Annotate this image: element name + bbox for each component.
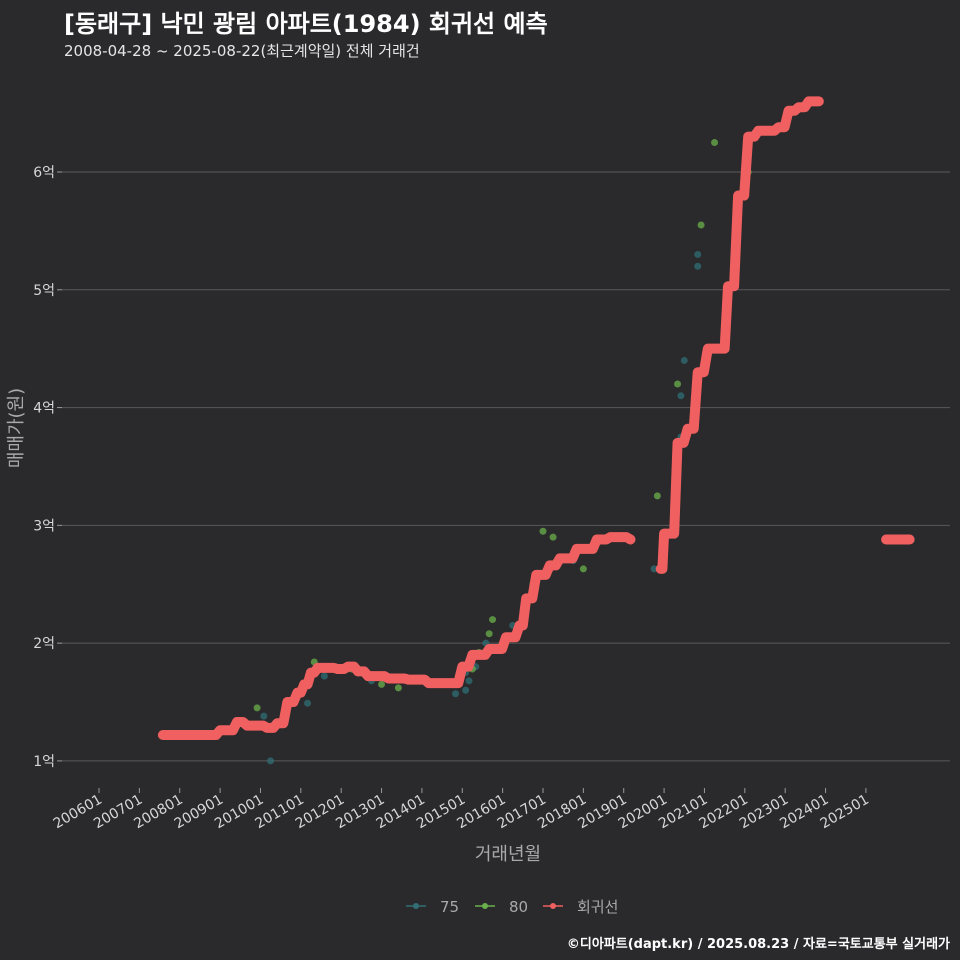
regression-segment: [157, 532, 636, 740]
data-point-75: [650, 565, 658, 573]
y-tick-label: 2억: [33, 636, 55, 652]
data-point-80: [394, 684, 402, 692]
legend-label: 회귀선: [577, 898, 618, 916]
data-point-80: [711, 139, 719, 147]
chart-title: [동래구] 낙민 광림 아파트(1984) 회귀선 예측: [64, 10, 548, 38]
legend-key-point: [550, 903, 556, 909]
y-axis: 1억 2억 3억 4억 5억 6억: [33, 165, 62, 770]
legend: 75 80 회귀선: [406, 898, 618, 916]
data-point-75: [694, 262, 702, 270]
data-point-80: [485, 630, 493, 638]
regression-line: [157, 96, 915, 740]
data-point-75: [260, 712, 268, 720]
data-point-80: [378, 680, 386, 688]
data-point-75: [320, 672, 328, 680]
data-point-80: [653, 492, 661, 500]
data-point-80: [539, 527, 547, 535]
data-point-75: [462, 686, 470, 694]
grid-lines: [62, 171, 950, 762]
data-point-80: [579, 565, 587, 573]
y-tick-label: 5억: [33, 283, 55, 299]
regression-segment: [655, 96, 824, 574]
data-point-75: [677, 392, 685, 400]
data-point-80: [489, 616, 497, 624]
x-axis: 2006012007012008012009012010012011012012…: [51, 788, 872, 832]
data-point-75: [465, 677, 473, 685]
data-point-80: [253, 704, 261, 712]
y-axis-title: 매매가(원): [6, 388, 27, 468]
data-point-80: [549, 533, 557, 541]
data-point-75: [680, 356, 688, 364]
y-tick-label: 4억: [33, 401, 55, 417]
legend-label: 80: [509, 898, 528, 916]
chart-subtitle: 2008-04-28 ~ 2025-08-22(최근계약일) 전체 거래건: [64, 42, 420, 60]
data-point-75: [452, 690, 460, 698]
x-axis-title: 거래년월: [475, 844, 541, 865]
y-tick-label: 1억: [33, 754, 55, 770]
y-tick-label: 6억: [33, 165, 55, 181]
data-point-80: [674, 380, 682, 388]
data-point-75: [694, 250, 702, 258]
data-point-80: [697, 221, 705, 229]
y-tick-label: 3억: [33, 518, 55, 534]
data-point-75: [267, 757, 275, 765]
legend-label: 75: [440, 898, 459, 916]
legend-key-point: [413, 903, 419, 909]
legend-key-point: [482, 903, 488, 909]
data-point-75: [304, 699, 312, 707]
source-credit: ©디아파트(dapt.kr) / 2025.08.23 / 자료=국토교통부 실…: [566, 937, 950, 952]
